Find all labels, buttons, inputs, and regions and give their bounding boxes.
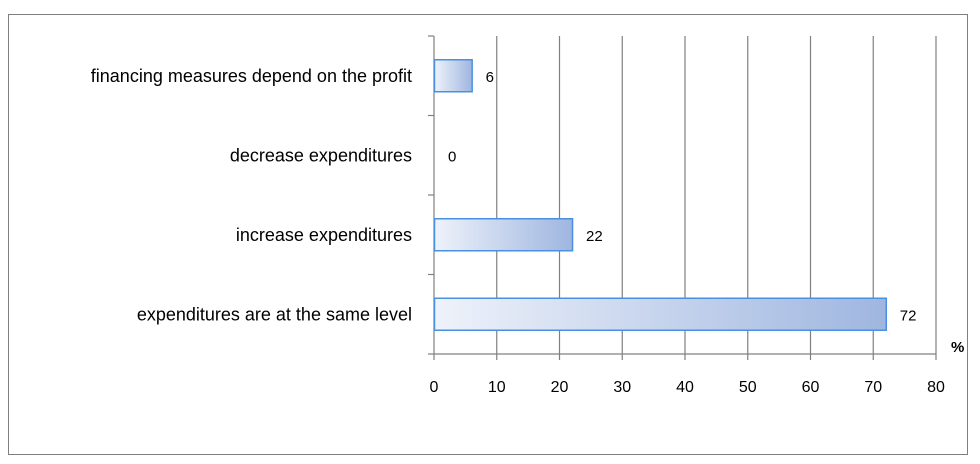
bar-0	[433, 59, 473, 93]
x-tick-label-60: 60	[802, 379, 820, 396]
bar-2	[433, 218, 574, 252]
x-tick-label-80: 80	[927, 379, 945, 396]
value-label-2: 22	[586, 228, 603, 245]
category-label-3: expenditures are at the same level	[137, 304, 412, 324]
x-tick-label-0: 0	[430, 379, 439, 396]
category-label-1: decrease expenditures	[230, 145, 412, 165]
bar-3	[433, 297, 888, 331]
bars	[433, 59, 888, 331]
x-tick-label-30: 30	[613, 379, 631, 396]
x-tick-label-40: 40	[676, 379, 694, 396]
x-axis-unit-label: %	[951, 339, 964, 356]
value-label-0: 6	[486, 69, 494, 86]
category-label-2: increase expenditures	[236, 225, 412, 245]
x-tick-label-20: 20	[551, 379, 569, 396]
x-tick-label-10: 10	[488, 379, 506, 396]
x-tick-label-50: 50	[739, 379, 757, 396]
x-tick-label-70: 70	[864, 379, 882, 396]
value-label-3: 72	[900, 307, 917, 324]
value-label-1: 0	[448, 148, 456, 165]
category-label-0: financing measures depend on the profit	[91, 66, 412, 86]
